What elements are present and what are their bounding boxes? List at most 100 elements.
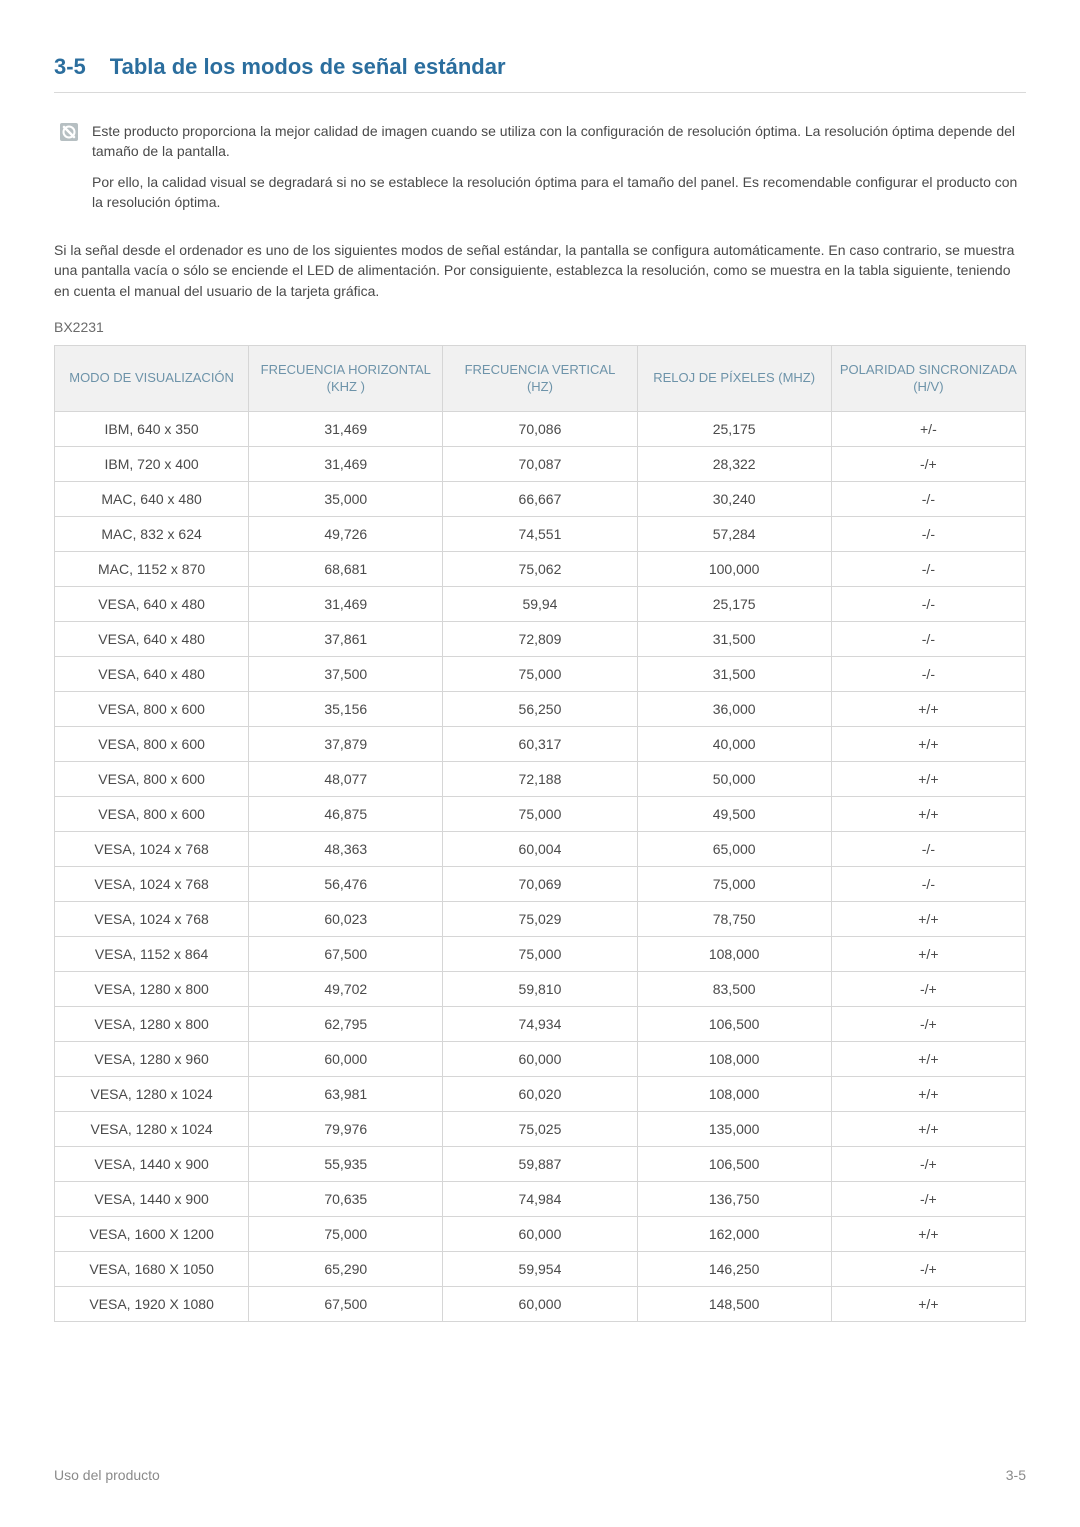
table-cell: 49,726 — [249, 517, 443, 552]
table-cell: 75,029 — [443, 902, 637, 937]
table-row: IBM, 720 x 40031,46970,08728,322-/+ — [55, 447, 1026, 482]
table-cell: 31,469 — [249, 587, 443, 622]
table-cell: VESA, 1600 X 1200 — [55, 1217, 249, 1252]
table-cell: 67,500 — [249, 937, 443, 972]
table-cell: +/+ — [831, 1217, 1025, 1252]
table-cell: 31,469 — [249, 412, 443, 447]
col-header: RELOJ DE PÍXELES (MHZ) — [637, 346, 831, 412]
table-cell: 66,667 — [443, 482, 637, 517]
table-cell: VESA, 1920 X 1080 — [55, 1287, 249, 1322]
table-cell: 59,887 — [443, 1147, 637, 1182]
table-cell: -/+ — [831, 1182, 1025, 1217]
table-cell: +/+ — [831, 762, 1025, 797]
table-cell: 75,000 — [249, 1217, 443, 1252]
table-cell: VESA, 1280 x 800 — [55, 1007, 249, 1042]
table-cell: 46,875 — [249, 797, 443, 832]
heading-title: Tabla de los modos de señal estándar — [110, 54, 506, 80]
table-cell: +/- — [831, 412, 1025, 447]
table-cell: VESA, 1680 X 1050 — [55, 1252, 249, 1287]
table-cell: +/+ — [831, 1287, 1025, 1322]
table-row: VESA, 1680 X 105065,29059,954146,250-/+ — [55, 1252, 1026, 1287]
table-row: VESA, 1024 x 76860,02375,02978,750+/+ — [55, 902, 1026, 937]
table-cell: -/- — [831, 657, 1025, 692]
table-row: MAC, 832 x 62449,72674,55157,284-/- — [55, 517, 1026, 552]
table-cell: -/+ — [831, 972, 1025, 1007]
table-cell: +/+ — [831, 692, 1025, 727]
table-cell: MAC, 1152 x 870 — [55, 552, 249, 587]
table-body: IBM, 640 x 35031,46970,08625,175+/-IBM, … — [55, 412, 1026, 1322]
table-cell: VESA, 1152 x 864 — [55, 937, 249, 972]
table-cell: 60,000 — [443, 1217, 637, 1252]
table-cell: 79,976 — [249, 1112, 443, 1147]
table-row: VESA, 1280 x 102479,97675,025135,000+/+ — [55, 1112, 1026, 1147]
table-cell: 37,861 — [249, 622, 443, 657]
note-icon — [60, 123, 78, 144]
table-cell: 74,934 — [443, 1007, 637, 1042]
table-cell: 75,025 — [443, 1112, 637, 1147]
table-row: VESA, 800 x 60037,87960,31740,000+/+ — [55, 727, 1026, 762]
table-cell: 57,284 — [637, 517, 831, 552]
table-cell: 75,000 — [637, 867, 831, 902]
table-cell: MAC, 832 x 624 — [55, 517, 249, 552]
table-cell: 70,087 — [443, 447, 637, 482]
table-row: MAC, 1152 x 87068,68175,062100,000-/- — [55, 552, 1026, 587]
table-cell: 48,077 — [249, 762, 443, 797]
table-row: VESA, 800 x 60048,07772,18850,000+/+ — [55, 762, 1026, 797]
table-row: VESA, 1280 x 102463,98160,020108,000+/+ — [55, 1077, 1026, 1112]
table-cell: VESA, 800 x 600 — [55, 692, 249, 727]
col-header: POLARIDAD SINCRONIZADA (H/V) — [831, 346, 1025, 412]
table-cell: 25,175 — [637, 412, 831, 447]
table-cell: IBM, 720 x 400 — [55, 447, 249, 482]
table-cell: 56,476 — [249, 867, 443, 902]
table-cell: 35,000 — [249, 482, 443, 517]
table-cell: VESA, 800 x 600 — [55, 762, 249, 797]
table-row: VESA, 1600 X 120075,00060,000162,000+/+ — [55, 1217, 1026, 1252]
table-cell: 62,795 — [249, 1007, 443, 1042]
table-header: MODO DE VISUALIZACIÓN FRECUENCIA HORIZON… — [55, 346, 1026, 412]
table-cell: IBM, 640 x 350 — [55, 412, 249, 447]
table-cell: 48,363 — [249, 832, 443, 867]
col-header: FRECUENCIA VERTICAL (HZ) — [443, 346, 637, 412]
table-cell: 70,635 — [249, 1182, 443, 1217]
table-cell: 30,240 — [637, 482, 831, 517]
body-paragraph: Si la señal desde el ordenador es uno de… — [54, 240, 1026, 301]
table-row: IBM, 640 x 35031,46970,08625,175+/- — [55, 412, 1026, 447]
table-cell: VESA, 1024 x 768 — [55, 867, 249, 902]
table-cell: 146,250 — [637, 1252, 831, 1287]
table-cell: 70,069 — [443, 867, 637, 902]
table-cell: +/+ — [831, 1042, 1025, 1077]
table-cell: 100,000 — [637, 552, 831, 587]
table-cell: 65,000 — [637, 832, 831, 867]
table-cell: 162,000 — [637, 1217, 831, 1252]
table-cell: 55,935 — [249, 1147, 443, 1182]
table-cell: VESA, 640 x 480 — [55, 657, 249, 692]
note-paragraph-2: Por ello, la calidad visual se degradará… — [92, 172, 1026, 213]
table-row: VESA, 1920 X 108067,50060,000148,500+/+ — [55, 1287, 1026, 1322]
table-cell: 40,000 — [637, 727, 831, 762]
table-cell: 65,290 — [249, 1252, 443, 1287]
table-cell: +/+ — [831, 1112, 1025, 1147]
table-cell: VESA, 1024 x 768 — [55, 902, 249, 937]
table-cell: 60,020 — [443, 1077, 637, 1112]
table-cell: -/+ — [831, 1007, 1025, 1042]
table-cell: 60,000 — [443, 1042, 637, 1077]
table-cell: 106,500 — [637, 1007, 831, 1042]
table-cell: 60,004 — [443, 832, 637, 867]
table-cell: VESA, 640 x 480 — [55, 587, 249, 622]
table-cell: 74,984 — [443, 1182, 637, 1217]
table-cell: 148,500 — [637, 1287, 831, 1322]
table-cell: 74,551 — [443, 517, 637, 552]
table-cell: 67,500 — [249, 1287, 443, 1322]
table-row: VESA, 640 x 48031,46959,9425,175-/- — [55, 587, 1026, 622]
table-cell: -/- — [831, 552, 1025, 587]
table-row: VESA, 640 x 48037,86172,80931,500-/- — [55, 622, 1026, 657]
table-cell: +/+ — [831, 902, 1025, 937]
table-cell: 59,954 — [443, 1252, 637, 1287]
table-cell: 72,188 — [443, 762, 637, 797]
table-cell: 106,500 — [637, 1147, 831, 1182]
table-cell: VESA, 1440 x 900 — [55, 1147, 249, 1182]
table-cell: 31,500 — [637, 622, 831, 657]
table-cell: -/- — [831, 517, 1025, 552]
page-footer: Uso del producto 3-5 — [54, 1467, 1026, 1483]
table-cell: 56,250 — [443, 692, 637, 727]
